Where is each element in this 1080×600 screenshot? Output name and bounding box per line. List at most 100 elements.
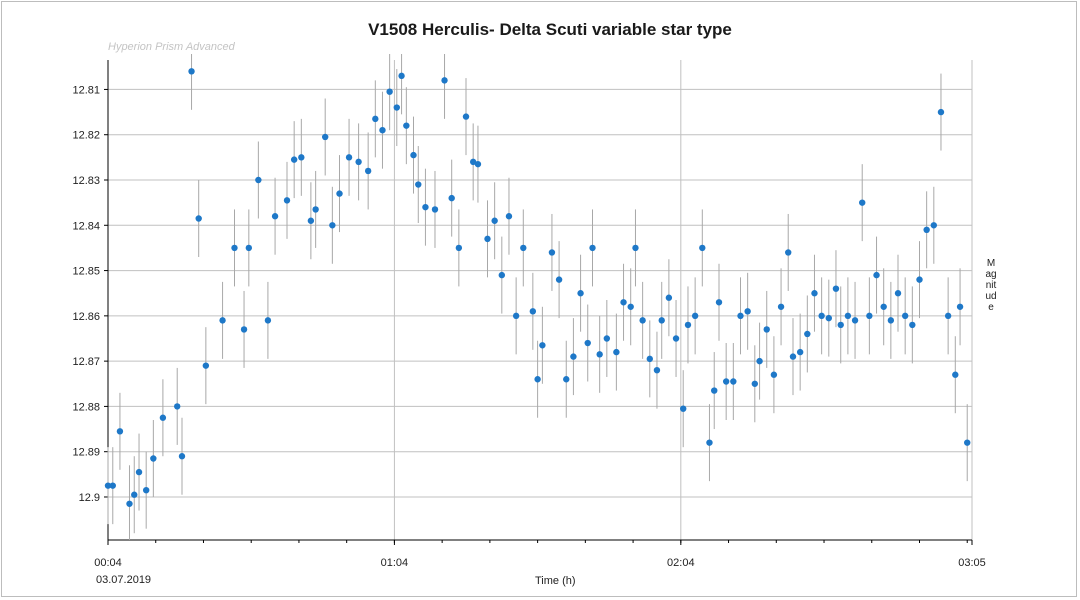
data-point xyxy=(178,453,186,460)
data-point xyxy=(811,290,818,297)
data-point xyxy=(680,405,687,412)
data-point xyxy=(563,376,570,383)
data-point xyxy=(393,104,400,111)
data-point xyxy=(372,115,379,123)
x-tick-label: 03:05 xyxy=(958,557,986,569)
data-point xyxy=(711,387,718,394)
y-tick-label: 12.85 xyxy=(72,266,100,278)
data-point xyxy=(398,72,405,80)
data-point xyxy=(658,317,665,324)
data-point xyxy=(534,376,541,383)
data-point xyxy=(431,206,439,213)
data-point xyxy=(653,366,661,374)
data-point xyxy=(859,199,866,206)
data-point xyxy=(219,317,226,324)
data-point xyxy=(455,244,463,252)
data-point xyxy=(498,271,506,279)
data-point xyxy=(245,244,253,252)
data-point xyxy=(529,308,537,315)
data-point xyxy=(570,353,577,360)
data-point xyxy=(937,108,945,116)
data-point xyxy=(283,197,291,204)
y-tick-label: 12.87 xyxy=(72,356,100,368)
data-point xyxy=(441,77,448,84)
data-point xyxy=(474,160,482,168)
watermark: Hyperion Prism Advanced xyxy=(108,41,235,53)
data-point xyxy=(142,486,150,494)
data-point xyxy=(589,244,596,252)
data-point xyxy=(312,206,319,213)
data-point xyxy=(665,294,673,301)
data-point xyxy=(548,249,556,256)
data-point xyxy=(135,468,143,476)
data-point xyxy=(520,244,527,252)
data-point xyxy=(737,312,744,320)
data-point xyxy=(415,181,422,188)
data-point xyxy=(202,362,210,369)
data-point xyxy=(818,312,825,320)
data-point xyxy=(620,299,627,306)
data-point xyxy=(952,371,959,378)
data-point xyxy=(880,303,887,310)
data-point xyxy=(596,351,603,358)
data-point xyxy=(837,321,844,329)
date-label: 03.07.2019 xyxy=(96,574,152,586)
data-point xyxy=(691,312,699,320)
data-point xyxy=(336,190,343,197)
data-point xyxy=(255,176,262,184)
data-point xyxy=(491,217,498,224)
data-point xyxy=(131,491,138,498)
data-point xyxy=(785,249,792,256)
data-point xyxy=(126,500,133,507)
data-point xyxy=(240,326,248,333)
data-point xyxy=(271,213,279,220)
data-point xyxy=(555,276,563,283)
data-point xyxy=(613,348,620,356)
data-point xyxy=(231,244,238,252)
data-point xyxy=(844,312,852,320)
data-point xyxy=(290,156,298,163)
data-point xyxy=(264,317,272,324)
data-point xyxy=(345,154,353,161)
data-point xyxy=(403,122,410,129)
y-tick-label: 12.81 xyxy=(72,84,100,96)
data-point xyxy=(909,321,916,329)
y-axis-label: Magnitude xyxy=(985,258,997,313)
data-point xyxy=(116,428,124,435)
data-point xyxy=(706,439,713,446)
data-point xyxy=(150,455,157,462)
data-point xyxy=(851,317,859,324)
data-point xyxy=(159,414,167,421)
data-point xyxy=(825,314,832,322)
data-point xyxy=(469,158,477,166)
data-point xyxy=(789,353,797,360)
data-point xyxy=(715,299,723,306)
data-point xyxy=(684,321,692,329)
data-point xyxy=(584,339,591,347)
data-point xyxy=(329,222,336,229)
data-point xyxy=(730,378,737,385)
x-tick-label: 02:04 xyxy=(667,557,695,569)
data-point xyxy=(646,355,653,363)
y-tick-label: 12.82 xyxy=(72,130,100,142)
data-point xyxy=(195,215,202,222)
data-point xyxy=(894,290,902,297)
data-point xyxy=(770,371,778,378)
data-point xyxy=(174,403,181,410)
y-tick-label: 12.86 xyxy=(72,311,100,323)
data-point xyxy=(484,235,491,243)
data-point xyxy=(632,244,639,252)
data-point xyxy=(751,380,759,387)
data-point xyxy=(832,285,840,292)
data-point xyxy=(722,378,730,385)
data-point xyxy=(744,308,751,315)
data-point xyxy=(422,203,429,211)
data-point xyxy=(379,126,386,134)
data-point xyxy=(321,133,329,141)
data-point xyxy=(672,335,680,342)
y-tick-label: 12.89 xyxy=(72,447,100,459)
data-point xyxy=(512,312,520,320)
data-point xyxy=(298,154,305,161)
data-point xyxy=(505,213,513,220)
